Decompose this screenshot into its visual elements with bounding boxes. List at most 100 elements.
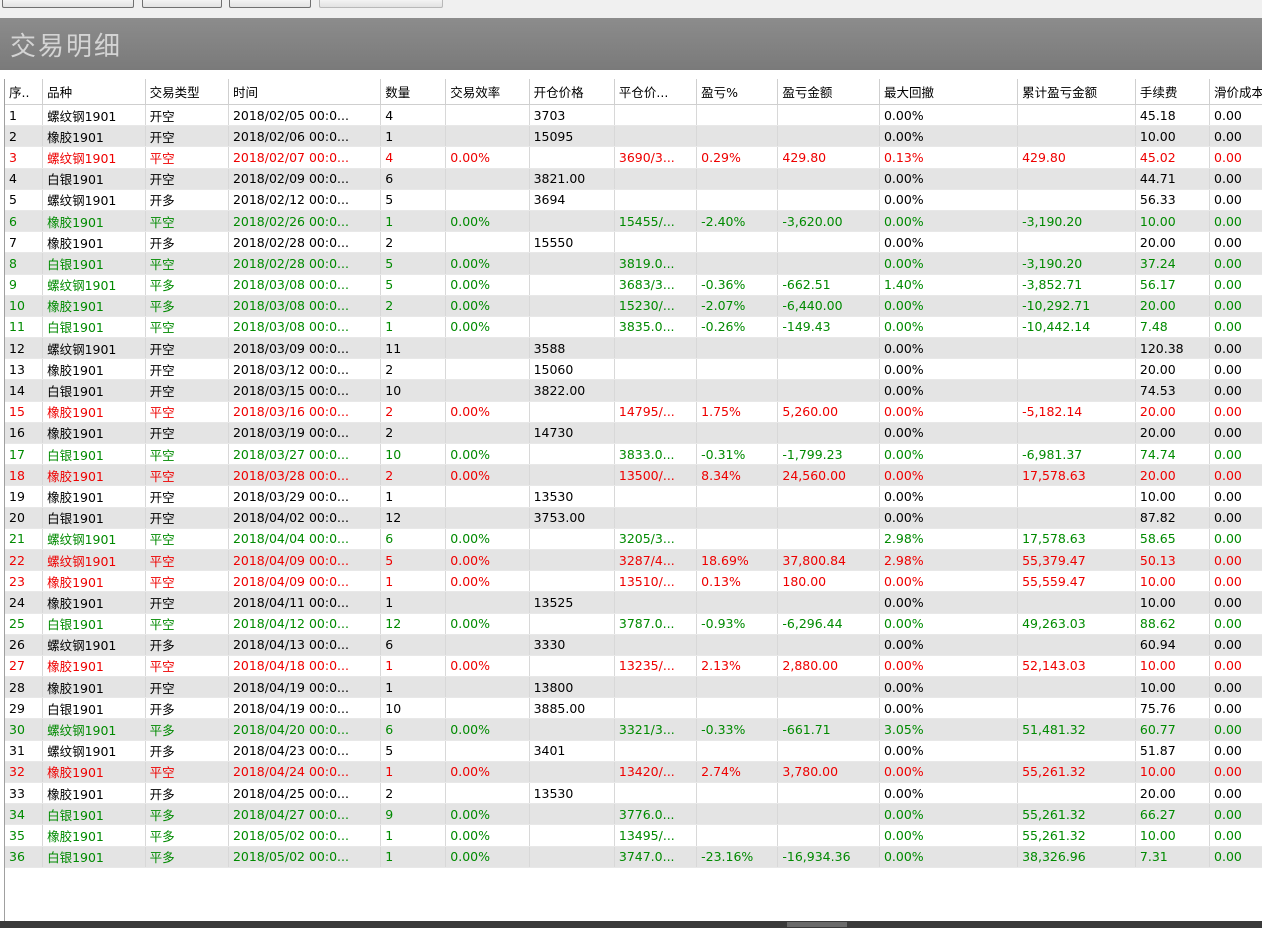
- table-row[interactable]: 13 橡胶1901 开空 2018/03/12 00:0... 2 15060 0.00% 2…: [5, 358, 1262, 381]
- table-cell: 0.00%: [879, 443, 1019, 466]
- table-row[interactable]: 22 螺纹钢1901 平空 2018/04/09 00:0... 5 0.00% 3287/…: [5, 549, 1262, 572]
- col-header-efficiency[interactable]: 交易效率: [445, 79, 530, 105]
- table-cell: 白银1901: [42, 697, 146, 720]
- table-cell: 0.00: [1209, 697, 1262, 720]
- table-row[interactable]: 2 橡胶1901 开空 2018/02/06 00:0... 1 15095 0.00% 10…: [5, 125, 1262, 148]
- trade-table-container[interactable]: 序.. 品种 交易类型 时间 数量 交易效率 开仓价格 平仓价... 盈亏% 盈…: [4, 79, 1262, 921]
- table-cell: 2: [380, 401, 447, 423]
- table-row[interactable]: 23 橡胶1901 平空 2018/04/09 00:0... 1 0.00% 13510/…: [5, 570, 1262, 593]
- table-row[interactable]: 20 白银1901 开空 2018/04/02 00:0... 12 3753.00 0.0…: [5, 507, 1262, 529]
- col-header-quantity[interactable]: 数量: [380, 79, 447, 105]
- toolbar-button-3[interactable]: [229, 0, 311, 8]
- table-cell: -2.40%: [696, 210, 779, 233]
- table-row[interactable]: 9 螺纹钢1901 平多 2018/03/08 00:0... 5 0.00% 3683/3…: [5, 274, 1262, 296]
- table-cell: [777, 125, 880, 148]
- table-cell: 0.00: [1209, 252, 1262, 275]
- table-cell: 0.13%: [879, 146, 1019, 169]
- table-cell: 1: [380, 591, 447, 614]
- table-cell: 6: [380, 634, 447, 656]
- table-row[interactable]: 17 白银1901 平空 2018/03/27 00:0... 10 0.00% 3833.…: [5, 443, 1262, 466]
- table-cell: 3821.00: [529, 168, 615, 190]
- table-row[interactable]: 5 螺纹钢1901 开多 2018/02/12 00:0... 5 3694 0.00% 56…: [5, 189, 1262, 211]
- toolbar-button-4[interactable]: [319, 0, 443, 8]
- table-cell: 15095: [529, 125, 615, 148]
- table-cell: 平空: [145, 613, 229, 635]
- table-cell: 开多: [145, 697, 229, 720]
- table-row[interactable]: 1 螺纹钢1901 开空 2018/02/05 00:0... 4 3703 0.00% 45…: [5, 104, 1262, 127]
- table-row[interactable]: 4 白银1901 开空 2018/02/09 00:0... 6 3821.00 0.00%…: [5, 168, 1262, 190]
- col-header-fee[interactable]: 手续费: [1135, 79, 1211, 105]
- table-cell: 75.76: [1135, 697, 1211, 720]
- table-cell: -6,440.00: [777, 295, 880, 317]
- table-row[interactable]: 27 橡胶1901 平空 2018/04/18 00:0... 1 0.00% 13235/…: [5, 655, 1262, 678]
- table-row[interactable]: 29 白银1901 开多 2018/04/19 00:0... 10 3885.00 0.0…: [5, 697, 1262, 720]
- table-cell: 橡胶1901: [42, 761, 146, 784]
- table-cell: 橡胶1901: [42, 570, 146, 593]
- toolbar-button-2[interactable]: [142, 0, 222, 8]
- table-cell: 2: [380, 295, 447, 317]
- table-row[interactable]: 35 橡胶1901 平多 2018/05/02 00:0... 1 0.00% 13495/…: [5, 824, 1262, 847]
- table-cell: 2.98%: [879, 549, 1019, 572]
- table-row[interactable]: 14 白银1901 开空 2018/03/15 00:0... 10 3822.00 0.0…: [5, 379, 1262, 402]
- table-cell: 18.69%: [696, 549, 779, 572]
- table-cell: 429.80: [777, 146, 880, 169]
- table-row[interactable]: 32 橡胶1901 平空 2018/04/24 00:0... 1 0.00% 13420/…: [5, 761, 1262, 784]
- table-row[interactable]: 26 螺纹钢1901 开多 2018/04/13 00:0... 6 3330 0.00% 6…: [5, 634, 1262, 656]
- table-row[interactable]: 30 螺纹钢1901 平多 2018/04/20 00:0... 6 0.00% 3321/…: [5, 718, 1262, 741]
- table-cell: [1017, 634, 1136, 656]
- col-header-cumulative-pnl[interactable]: 累计盈亏金额: [1017, 79, 1136, 105]
- toolbar-button-1[interactable]: [2, 0, 134, 8]
- table-cell: 0.00%: [879, 634, 1019, 656]
- col-header-pnl-pct[interactable]: 盈亏%: [696, 79, 779, 105]
- table-cell: 22: [5, 549, 44, 572]
- table-row[interactable]: 11 白银1901 平空 2018/03/08 00:0... 1 0.00% 3835.0…: [5, 316, 1262, 339]
- col-header-pnl-amount[interactable]: 盈亏金额: [777, 79, 880, 105]
- table-row[interactable]: 18 橡胶1901 平空 2018/03/28 00:0... 2 0.00% 13500/…: [5, 464, 1262, 487]
- table-row[interactable]: 16 橡胶1901 开空 2018/03/19 00:0... 2 14730 0.00% 2…: [5, 422, 1262, 445]
- col-header-time[interactable]: 时间: [228, 79, 382, 105]
- col-header-slippage[interactable]: 滑价成本: [1209, 79, 1262, 105]
- table-row[interactable]: 10 橡胶1901 平多 2018/03/08 00:0... 2 0.00% 15230/…: [5, 295, 1262, 317]
- scrollbar-thumb[interactable]: [787, 922, 847, 927]
- table-row[interactable]: 8 白银1901 平空 2018/02/28 00:0... 5 0.00% 3819.0.…: [5, 252, 1262, 275]
- table-row[interactable]: 12 螺纹钢1901 开空 2018/03/09 00:0... 11 3588 0.00%…: [5, 337, 1262, 360]
- table-row[interactable]: 19 橡胶1901 开空 2018/03/29 00:0... 1 13530 0.00% 1…: [5, 485, 1262, 508]
- table-row[interactable]: 25 白银1901 平空 2018/04/12 00:0... 12 0.00% 3787.…: [5, 613, 1262, 635]
- table-row[interactable]: 33 橡胶1901 开多 2018/04/25 00:0... 2 13530 0.00% 2…: [5, 782, 1262, 805]
- table-cell: 螺纹钢1901: [42, 549, 146, 572]
- col-header-trade-type[interactable]: 交易类型: [145, 79, 229, 105]
- table-cell: 13510/...: [614, 570, 698, 593]
- table-row[interactable]: 21 螺纹钢1901 平空 2018/04/04 00:0... 6 0.00% 3205/…: [5, 528, 1262, 550]
- col-header-max-drawdown[interactable]: 最大回撤: [879, 79, 1019, 105]
- table-row[interactable]: 36 白银1901 平多 2018/05/02 00:0... 1 0.00% 3747.0…: [5, 846, 1262, 868]
- table-row[interactable]: 31 螺纹钢1901 开多 2018/04/23 00:0... 5 3401 0.00% 5…: [5, 740, 1262, 762]
- horizontal-scrollbar[interactable]: [0, 921, 1262, 928]
- table-cell: 20.00: [1135, 358, 1211, 381]
- table-row[interactable]: 24 橡胶1901 开空 2018/04/11 00:0... 1 13525 0.00% 1…: [5, 591, 1262, 614]
- table-cell: 20.00: [1135, 295, 1211, 317]
- col-header-index[interactable]: 序..: [5, 79, 44, 105]
- table-cell: 白银1901: [42, 803, 146, 826]
- table-cell: 180.00: [777, 570, 880, 593]
- table-row[interactable]: 34 白银1901 平多 2018/04/27 00:0... 9 0.00% 3776.0…: [5, 803, 1262, 826]
- table-cell: 0.00: [1209, 507, 1262, 529]
- table-row[interactable]: 15 橡胶1901 平空 2018/03/16 00:0... 2 0.00% 14795/…: [5, 401, 1262, 423]
- col-header-close-price[interactable]: 平仓价...: [614, 79, 698, 105]
- table-cell: 55,261.32: [1017, 761, 1136, 784]
- table-row[interactable]: 28 橡胶1901 开空 2018/04/19 00:0... 1 13800 0.00% 1…: [5, 676, 1262, 699]
- table-cell: 2018/02/07 00:0...: [228, 146, 382, 169]
- table-cell: 白银1901: [42, 168, 146, 190]
- table-row[interactable]: 7 橡胶1901 开多 2018/02/28 00:0... 2 15550 0.00% 20…: [5, 231, 1262, 254]
- table-cell: -3,190.20: [1017, 210, 1136, 233]
- table-row[interactable]: 6 橡胶1901 平空 2018/02/26 00:0... 1 0.00% 15455/.…: [5, 210, 1262, 233]
- table-cell: 50.13: [1135, 549, 1211, 572]
- table-cell: 1: [380, 655, 447, 678]
- table-cell: [445, 422, 530, 445]
- table-cell: [1017, 591, 1136, 614]
- table-cell: 21: [5, 528, 44, 550]
- col-header-open-price[interactable]: 开仓价格: [529, 79, 615, 105]
- table-row[interactable]: 3 螺纹钢1901 平空 2018/02/07 00:0... 4 0.00% 3690/3…: [5, 146, 1262, 169]
- table-cell: 20.00: [1135, 782, 1211, 805]
- col-header-symbol[interactable]: 品种: [42, 79, 146, 105]
- table-cell: [1017, 676, 1136, 699]
